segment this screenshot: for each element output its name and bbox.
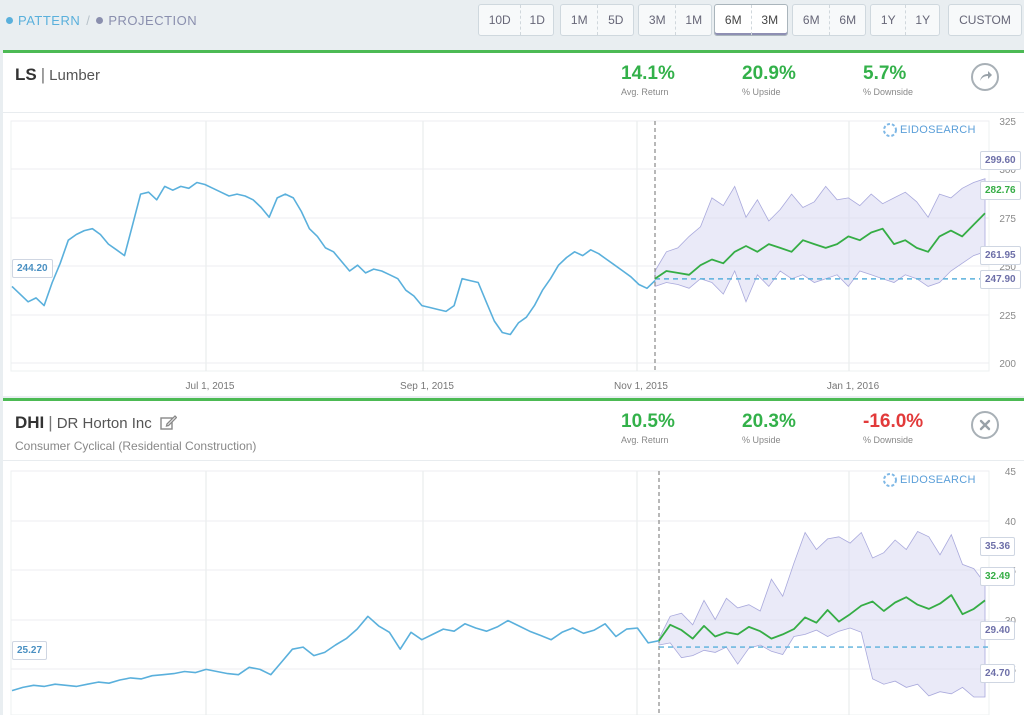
avg-return-label: Avg. Return [621,87,669,97]
eidosearch-logo: EIDOSEARCH [883,123,976,137]
pattern-tab[interactable]: PATTERN [6,13,80,28]
upside-value: 20.9% [742,63,796,84]
legend-tabs: PATTERN / PROJECTION [6,13,197,28]
projection-label: PROJECTION [108,13,198,28]
range-group-1y-1y[interactable]: 1Y 1Y [870,4,940,36]
sector-subtitle: Consumer Cyclical (Residential Construct… [15,439,257,453]
avg-return-stat: 10.5% Avg. Return [621,411,741,445]
range-button-6m-c[interactable]: 6M [829,5,865,35]
range-group-6m-3m[interactable]: 6M 3M [714,4,788,36]
band-high-tag: 299.60 [980,151,1021,170]
projection-series-line [658,594,986,642]
band-high-tag: 35.36 [980,537,1016,556]
range-group-6m-6m[interactable]: 6M 6M [792,4,866,36]
tab-separator: / [86,13,91,28]
downside-value: -16.0% [863,411,924,432]
watermark-text: EIDOSEARCH [900,474,976,486]
eidosearch-logo: EIDOSEARCH [883,473,976,487]
projection-band [658,530,986,698]
start-price-tag: 244.20 [12,259,53,278]
band-low-tag: 261.95 [980,246,1021,265]
avg-return-stat: 14.1% Avg. Return [621,63,741,97]
downside-label: % Downside [863,435,914,445]
avg-return-label: Avg. Return [621,435,669,445]
range-button-1d[interactable]: 1D [520,5,553,35]
chart-area[interactable]: 4540353025 EIDOSEARCH 25.27 35.36 32.49 … [3,461,1024,715]
start-price-tag: 25.27 [12,641,48,660]
close-icon[interactable] [971,411,999,439]
reference-tag: 29.40 [980,621,1016,640]
range-button-1y-b[interactable]: 1Y [905,5,939,35]
pattern-label: PATTERN [18,13,81,28]
arrow-forward-icon[interactable] [971,63,999,91]
projection-end-tag: 282.76 [980,181,1021,200]
y-tick-label: 325 [999,117,1016,128]
range-button-1m-b[interactable]: 1M [675,5,711,35]
range-group-10d-1d[interactable]: 10D 1D [478,4,554,36]
projection-tab[interactable]: PROJECTION [96,13,197,28]
downside-stat: 5.7% % Downside [863,63,983,97]
range-group-3m-1m[interactable]: 3M 1M [638,4,712,36]
avg-return-value: 10.5% [621,411,675,432]
ticker-symbol: LS [15,65,37,84]
range-button-6m[interactable]: 6M [724,13,742,27]
chart-panel-ls: LS | Lumber 14.1% Avg. Return 20.9% % Upsi… [3,50,1024,396]
price-chart-dhi[interactable]: 4540353025 [3,461,1024,715]
range-button-1m[interactable]: 1M [570,13,588,27]
y-tick-label: 300 [999,165,1016,176]
history-series-line [11,615,660,692]
chart-panel-dhi: DHI | DR Horton Inc Consumer Cyclical (Res… [3,398,1024,715]
projection-dot-icon [96,17,104,24]
y-tick-label: 250 [999,262,1016,273]
range-group-1m-5d[interactable]: 1M 5D [560,4,634,36]
ticker-title: DHI | DR Horton Inc [15,413,178,435]
pattern-dot-icon [6,17,13,24]
history-series-line [11,181,656,336]
downside-label: % Downside [863,87,914,97]
range-button-6m-b[interactable]: 6M [802,13,820,27]
reference-tag: 247.90 [980,270,1021,289]
y-tick-label: 200 [999,359,1016,370]
x-tick-label: Nov 1, 2015 [614,381,668,392]
ticker-name: DR Horton Inc [56,415,152,432]
upside-label: % Upside [742,435,781,445]
watermark-text: EIDOSEARCH [900,124,976,136]
ticker-name: Lumber [49,67,101,84]
chart-area[interactable]: 325 300 275 250 225 200 Jul 1, 2015 Sep 1, 2015… [3,113,1024,395]
upside-label: % Upside [742,87,781,97]
upside-stat: 20.3% % Upside [742,411,862,445]
x-tick-label: Jan 1, 2016 [827,381,880,392]
avg-return-value: 14.1% [621,63,675,84]
downside-stat: -16.0% % Downside [863,411,983,445]
panel-header: DHI | DR Horton Inc Consumer Cyclical (Res… [3,401,1024,461]
price-chart-ls[interactable]: 325 300 275 250 225 200 Jul 1, 2015 Sep 1, 2015… [3,113,1024,395]
range-button-10d[interactable]: 10D [488,13,511,27]
range-button-3m-b[interactable]: 3M [751,5,787,35]
x-tick-label: Sep 1, 2015 [400,381,454,392]
downside-value: 5.7% [863,63,907,84]
range-button-3m[interactable]: 3M [648,13,666,27]
ticker-symbol: DHI [15,413,45,432]
panel-header: LS | Lumber 14.1% Avg. Return 20.9% % Upsi… [3,53,1024,113]
y-tick-label: 225 [999,311,1016,322]
upside-value: 20.3% [742,411,796,432]
edit-icon[interactable] [160,415,178,435]
y-tick-label: 275 [999,214,1016,225]
projection-end-tag: 32.49 [980,567,1016,586]
upside-stat: 20.9% % Upside [742,63,862,97]
y-tick-label: 45 [1005,467,1017,478]
range-button-5d[interactable]: 5D [597,5,633,35]
projection-series-line [654,212,986,280]
x-tick-label: Jul 1, 2015 [186,381,235,392]
range-button-1y[interactable]: 1Y [880,13,896,27]
band-low-tag: 24.70 [980,664,1016,683]
ticker-title: LS | Lumber [15,65,101,84]
custom-range-button[interactable]: CUSTOM [948,4,1022,36]
toolbar: PATTERN / PROJECTION 10D 1D 1M 5D 3M 1M … [0,0,1024,50]
y-tick-label: 40 [1005,517,1017,528]
